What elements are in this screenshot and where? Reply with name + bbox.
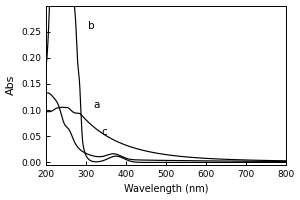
Text: b: b bbox=[88, 21, 95, 31]
Y-axis label: Abs: Abs bbox=[6, 75, 16, 95]
X-axis label: Wavelength (nm): Wavelength (nm) bbox=[124, 184, 208, 194]
Text: a: a bbox=[93, 100, 100, 110]
Text: c: c bbox=[101, 127, 107, 137]
